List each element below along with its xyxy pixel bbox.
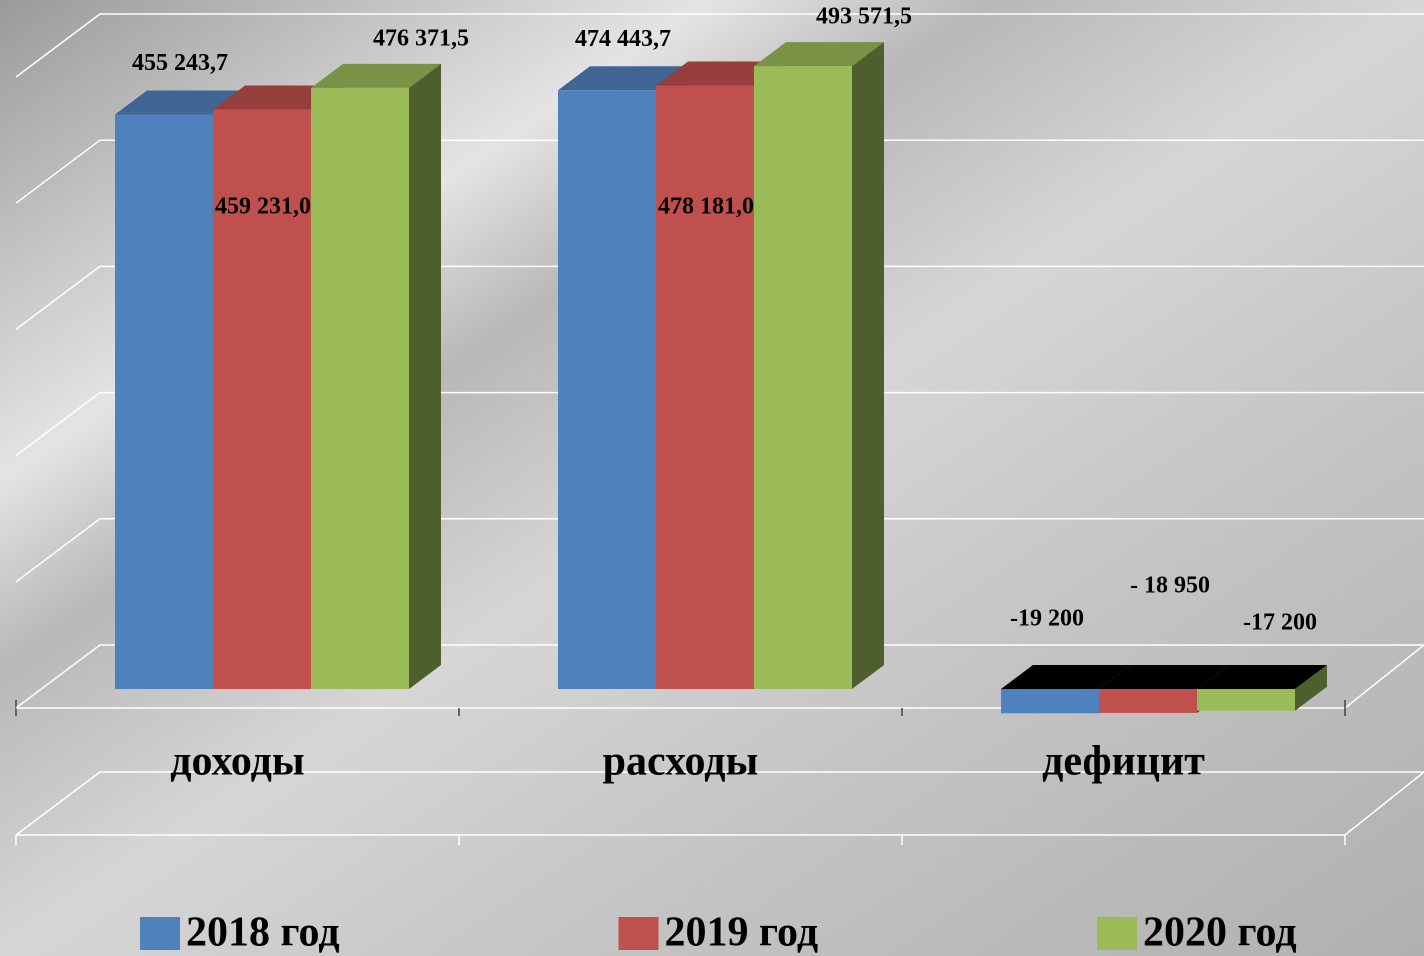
bar-front [656, 85, 754, 689]
legend-label: 2020 год [1143, 910, 1297, 956]
grid-line [15, 644, 1424, 709]
legend-swatch [1097, 917, 1137, 950]
value-label: - 18 950 [1130, 573, 1210, 599]
legend-swatch [618, 917, 659, 950]
bar-top [311, 63, 441, 88]
bar-front [558, 90, 656, 689]
bar-front [754, 66, 852, 689]
axis-ticks [15, 700, 1346, 716]
bar [754, 42, 884, 689]
grid-line [15, 265, 1424, 330]
grid-line [15, 13, 1424, 78]
bar-top [1099, 665, 1229, 689]
bar-top [115, 90, 245, 115]
value-label: 478 181,0 [658, 194, 754, 220]
bar [311, 63, 441, 690]
bar-front [311, 87, 409, 690]
bar-front [115, 114, 213, 690]
bar-front [1001, 689, 1099, 714]
bars [115, 42, 1327, 714]
value-label: -19 200 [1010, 606, 1084, 632]
grid-line [15, 391, 1424, 457]
bar-side [852, 42, 884, 689]
labels: доходы 455 243,7 459 231,0 476 371,5 расходы… [132, 4, 1317, 956]
bar-top [213, 85, 343, 110]
value-label: 476 371,5 [373, 25, 469, 51]
bar-side [1295, 665, 1327, 711]
bar-side [409, 63, 441, 690]
bar-front [213, 109, 311, 689]
legend-swatch [140, 917, 180, 950]
bar-front [1197, 689, 1295, 711]
bar-top [754, 42, 884, 67]
value-label: 474 443,7 [575, 26, 671, 52]
value-label: -17 200 [1243, 610, 1317, 636]
category-label: расходы [603, 739, 759, 785]
bar-top [1197, 665, 1327, 689]
value-label: 493 571,5 [816, 4, 912, 30]
value-label: 459 231,0 [215, 194, 311, 220]
grid-line [15, 518, 1424, 583]
grid-line [15, 139, 1424, 204]
value-label: 455 243,7 [132, 50, 228, 76]
bar-front [1099, 689, 1197, 713]
bar-top [1001, 665, 1131, 689]
bar [1197, 665, 1327, 711]
category-label: доходы [170, 739, 304, 785]
grid [15, 13, 1424, 709]
category-label: дефицит [1042, 739, 1205, 785]
bar-top [558, 66, 688, 91]
bar-top [656, 61, 786, 86]
legend-label: 2018 год [186, 910, 340, 956]
legend-label: 2019 год [665, 910, 819, 956]
